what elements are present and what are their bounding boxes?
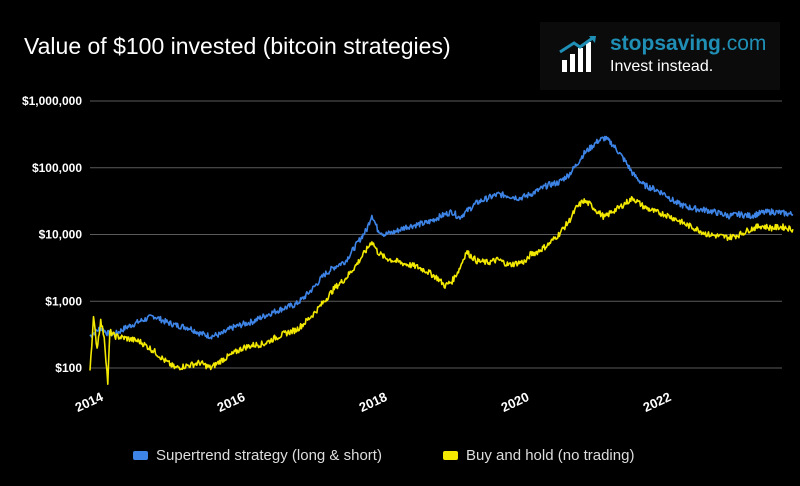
y-tick-label: $10,000 [39, 228, 83, 242]
legend-swatch-buy-hold [443, 450, 458, 460]
series-line-buy-hold [89, 196, 794, 385]
y-axis-ticks: $100 $1,000 $10,000 $100,000 $1,000,000 [22, 94, 82, 375]
legend-swatch-supertrend [133, 450, 148, 460]
bar-chart-logo-icon [559, 35, 596, 72]
series-line-supertrend [89, 135, 794, 340]
y-tick-label: $1,000,000 [22, 94, 82, 108]
x-axis-ticks: 2014 2016 2018 2020 2022 [73, 389, 674, 415]
chart-title: Value of $100 invested (bitcoin strategi… [24, 33, 451, 59]
x-tick-label: 2020 [499, 389, 532, 415]
x-tick-label: 2018 [357, 389, 390, 415]
y-tick-label: $100,000 [32, 161, 82, 175]
legend-label-supertrend: Supertrend strategy (long & short) [156, 447, 382, 464]
series-lines [89, 135, 794, 385]
legend-label-buy-hold: Buy and hold (no trading) [466, 447, 635, 464]
gridlines [90, 100, 782, 369]
brand-logo-box: stopsaving.com Invest instead. [540, 22, 780, 90]
x-tick-label: 2014 [73, 389, 106, 415]
y-tick-label: $100 [55, 361, 82, 375]
y-tick-label: $1,000 [45, 294, 82, 308]
legend: Supertrend strategy (long & short) Buy a… [0, 447, 800, 471]
x-tick-label: 2016 [215, 389, 248, 415]
legend-item-buy-hold: Buy and hold (no trading) [443, 447, 634, 464]
brand-tagline: Invest instead. [610, 58, 714, 75]
x-tick-label: 2022 [641, 389, 674, 415]
brand-name: stopsaving.com [610, 32, 767, 55]
legend-item-supertrend: Supertrend strategy (long & short) [133, 447, 382, 464]
